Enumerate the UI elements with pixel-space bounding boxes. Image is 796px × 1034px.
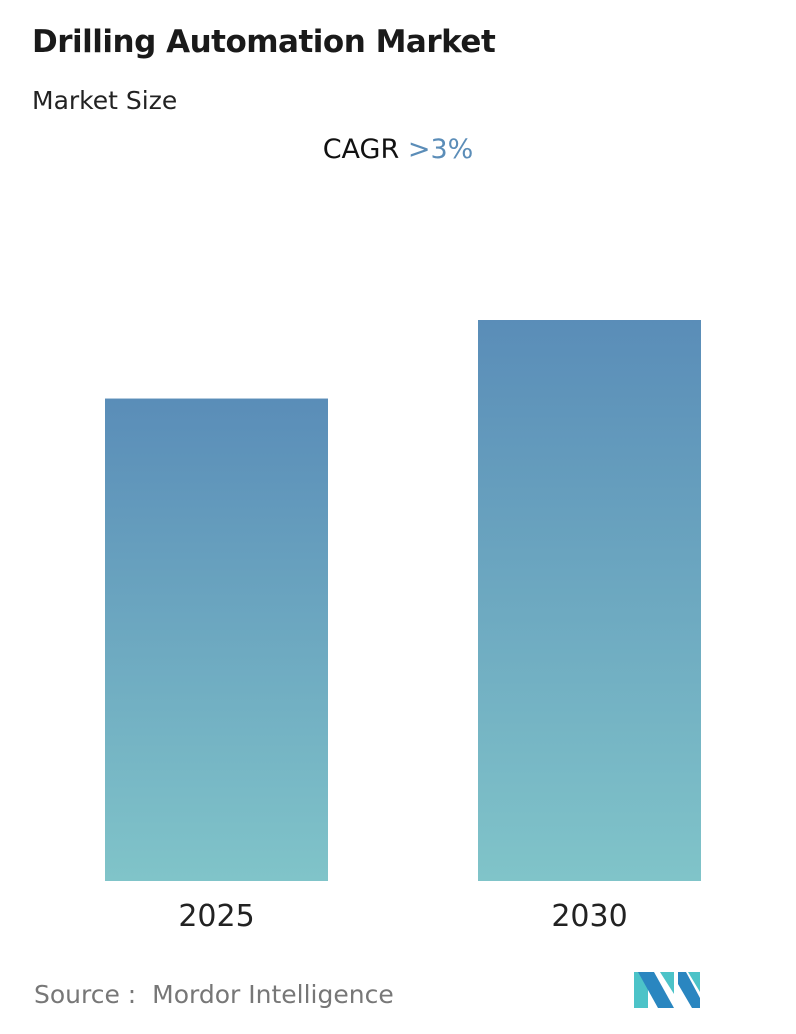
cagr-label: CAGR >3%	[0, 134, 796, 165]
source-label: Source :	[34, 980, 137, 1009]
source-name: Mordor Intelligence	[152, 980, 394, 1009]
mordor-logo	[634, 972, 700, 1008]
cagr-text: CAGR	[322, 134, 400, 165]
x-tick-label: 2030	[551, 899, 627, 934]
bar-2025	[105, 398, 328, 881]
source-text: Source : Mordor Intelligence	[34, 980, 394, 1009]
x-tick-label: 2025	[178, 899, 254, 934]
bar-2030	[478, 320, 701, 881]
cagr-value: >3%	[407, 134, 474, 165]
bar-chart: 2025 2030	[105, 320, 701, 934]
page-subtitle: Market Size	[32, 86, 178, 115]
page-title: Drilling Automation Market	[32, 24, 496, 60]
